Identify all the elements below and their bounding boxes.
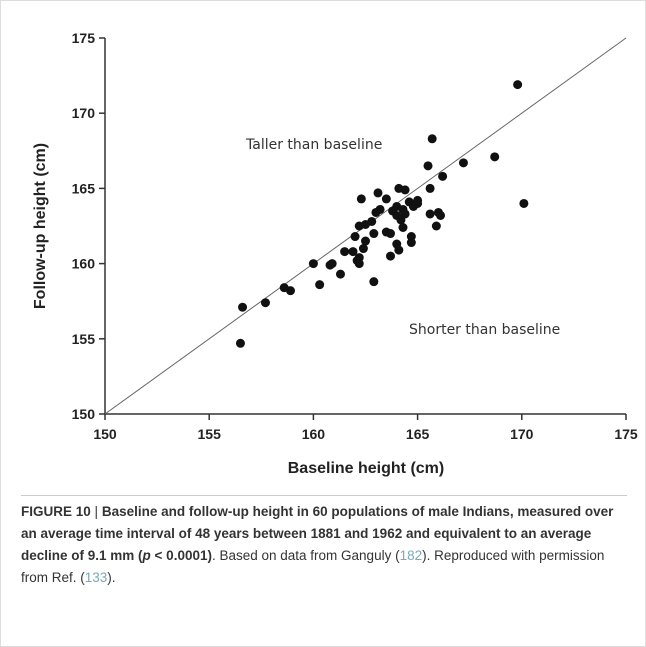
point: [340, 247, 350, 257]
chart: Taller than baseline Shorter than baseli…: [32, 30, 638, 477]
point: [386, 251, 396, 261]
point: [438, 171, 448, 181]
point: [406, 238, 416, 248]
point: [235, 338, 245, 348]
point: [308, 259, 318, 269]
caption: FIGURE 10 | Baseline and follow-up heigh…: [21, 501, 631, 589]
point: [358, 244, 368, 254]
point: [425, 209, 435, 219]
x-axis-label: Baseline height (cm): [288, 460, 444, 477]
point: [400, 185, 410, 195]
point: [369, 277, 379, 287]
point: [490, 152, 500, 162]
y-tick-label: 150: [72, 406, 96, 422]
caption-text: ). Reproduced with permission from Ref. …: [21, 548, 605, 585]
point: [519, 198, 529, 208]
point: [375, 204, 385, 214]
point: [335, 269, 345, 279]
y-tick-label: 160: [72, 256, 96, 272]
point: [354, 259, 364, 269]
point: [431, 221, 441, 231]
x-tick-label: 160: [302, 426, 326, 442]
point: [373, 188, 383, 198]
caption-bold: Baseline and follow-up height in 60 popu…: [21, 504, 614, 563]
caption-bold: < 0.0001): [150, 548, 212, 563]
point: [315, 280, 325, 290]
point: [427, 134, 437, 144]
point: [458, 158, 468, 168]
annotation: Shorter than baseline: [409, 322, 560, 338]
caption-italic: p: [142, 548, 151, 563]
rule: [21, 495, 627, 496]
x-tick-label: 165: [406, 426, 430, 442]
point: [423, 161, 433, 171]
y-tick-label: 165: [72, 180, 96, 196]
point: [348, 247, 358, 257]
point: [260, 298, 270, 308]
point: [408, 201, 418, 211]
point: [513, 80, 523, 90]
point: [285, 286, 295, 296]
point: [381, 194, 391, 204]
y-tick-label: 155: [72, 331, 96, 347]
x-tick-label: 175: [614, 426, 638, 442]
y-tick-label: 175: [72, 30, 96, 46]
point: [398, 223, 408, 233]
annotation: Taller than baseline: [245, 137, 382, 153]
y-axis-label: Follow-up height (cm): [32, 143, 49, 309]
point: [238, 302, 248, 312]
x-tick-label: 170: [510, 426, 534, 442]
point: [394, 245, 404, 255]
point: [369, 229, 379, 239]
point: [350, 232, 360, 242]
point: [425, 183, 435, 193]
y-tick-label: 170: [72, 105, 96, 121]
caption-ref: 182: [399, 548, 423, 563]
caption-label: FIGURE 10: [21, 504, 91, 519]
x-tick-label: 150: [93, 426, 117, 442]
point: [396, 215, 406, 225]
x-tick-label: 155: [198, 426, 222, 442]
point: [436, 210, 446, 220]
caption-text: . Based on data from Ganguly (: [211, 548, 400, 563]
point: [361, 219, 370, 229]
point: [356, 194, 366, 204]
point: [386, 229, 396, 239]
caption-text: ).: [107, 570, 116, 585]
point: [325, 260, 335, 270]
point: [361, 236, 370, 246]
caption-sep: |: [94, 504, 99, 519]
caption-ref: 133: [84, 570, 108, 585]
